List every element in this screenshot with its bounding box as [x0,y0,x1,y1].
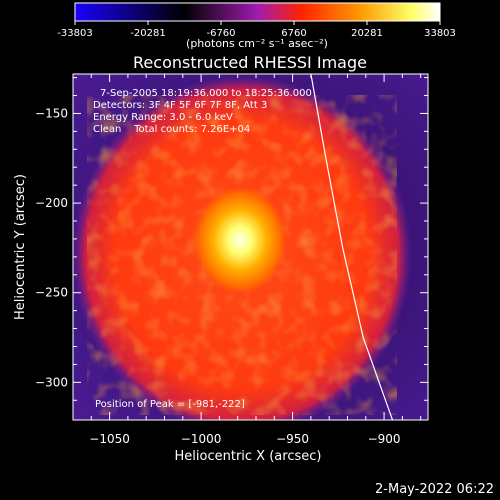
solar-limb-line [310,74,394,420]
y-axis-label: Heliocentric Y (arcsec) [13,174,28,320]
heatmap-image [73,74,428,420]
colorbar: -33803 -20281 -6760 6760 20281 33803 (photons… [57,2,456,50]
annotation-energy-range: Energy Range: 3.0 - 6.0 keV [93,112,233,123]
peak-position-label: Position of Peak = [-981,-222] [95,399,245,410]
x-tick-label: −1000 [181,432,222,446]
colorbar-frame [74,2,441,22]
annotation-block: 7-Sep-2005 18:19:36.000 to 18:25:36.000 … [93,88,312,135]
colorbar-units: (photons cm⁻² s⁻¹ asec⁻²) [186,37,328,50]
x-axis-label: Heliocentric X (arcsec) [175,449,322,464]
colorbar-tick-label: -6760 [206,28,235,39]
colorbar-gradient [75,3,440,21]
chart-title: Reconstructed RHESSI Image [133,53,367,72]
plot-frame [72,73,429,421]
y-tick-label: −250 [35,286,68,300]
footer-date: 2-May-2022 06:22 [375,482,494,497]
colorbar-tick-label: -20281 [130,28,165,39]
y-axis: −150 −200 −250 −300 [35,77,428,401]
annotation-clean-counts: Clean Total counts: 7.26E+04 [93,124,250,135]
x-tick-label: −900 [368,432,401,446]
colorbar-tick-label: 6760 [281,28,306,39]
colorbar-tick-label: 20281 [351,28,383,39]
y-tick-label: −300 [35,375,68,389]
y-tick-label: −200 [35,196,68,210]
y-tick-label: −150 [35,106,68,120]
x-tick-label: −950 [276,432,309,446]
colorbar-ticks: -33803 -20281 -6760 6760 20281 33803 [57,21,456,39]
x-tick-label: −1050 [89,432,130,446]
colorbar-tick-label: -33803 [57,28,92,39]
bright-core [192,185,288,295]
annotation-time-range: 7-Sep-2005 18:19:36.000 to 18:25:36.000 [100,88,312,99]
x-axis: −1050 −1000 −950 −900 [89,74,422,446]
annotation-detectors: Detectors: 3F 4F 5F 6F 7F 8F, Att 3 [93,100,267,111]
colorbar-tick-label: 33803 [424,28,456,39]
